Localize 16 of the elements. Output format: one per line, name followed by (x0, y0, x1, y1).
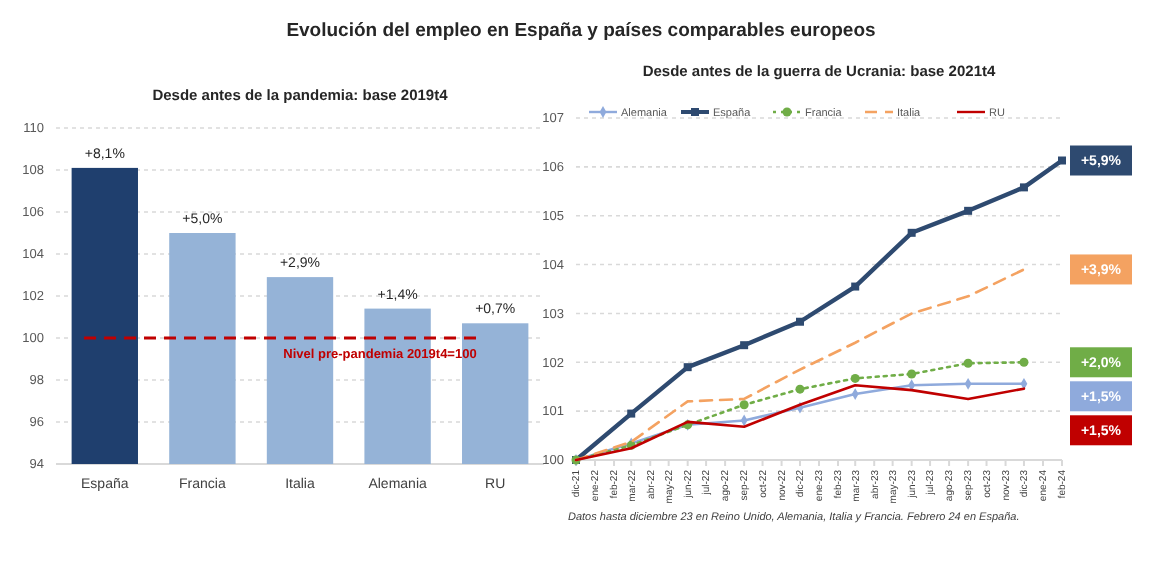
point (1019, 357, 1029, 367)
point (963, 358, 973, 368)
point (795, 317, 804, 326)
point (851, 282, 860, 291)
point (907, 228, 916, 237)
point (907, 369, 917, 379)
text: Evolución del empleo en España y países comparables europeos (286, 20, 876, 42)
point (1019, 183, 1028, 192)
point (795, 384, 805, 394)
point (739, 400, 749, 410)
point (1058, 156, 1066, 165)
point (740, 341, 749, 350)
point (850, 373, 860, 383)
point (627, 409, 636, 418)
point (683, 363, 692, 372)
point (964, 206, 973, 215)
